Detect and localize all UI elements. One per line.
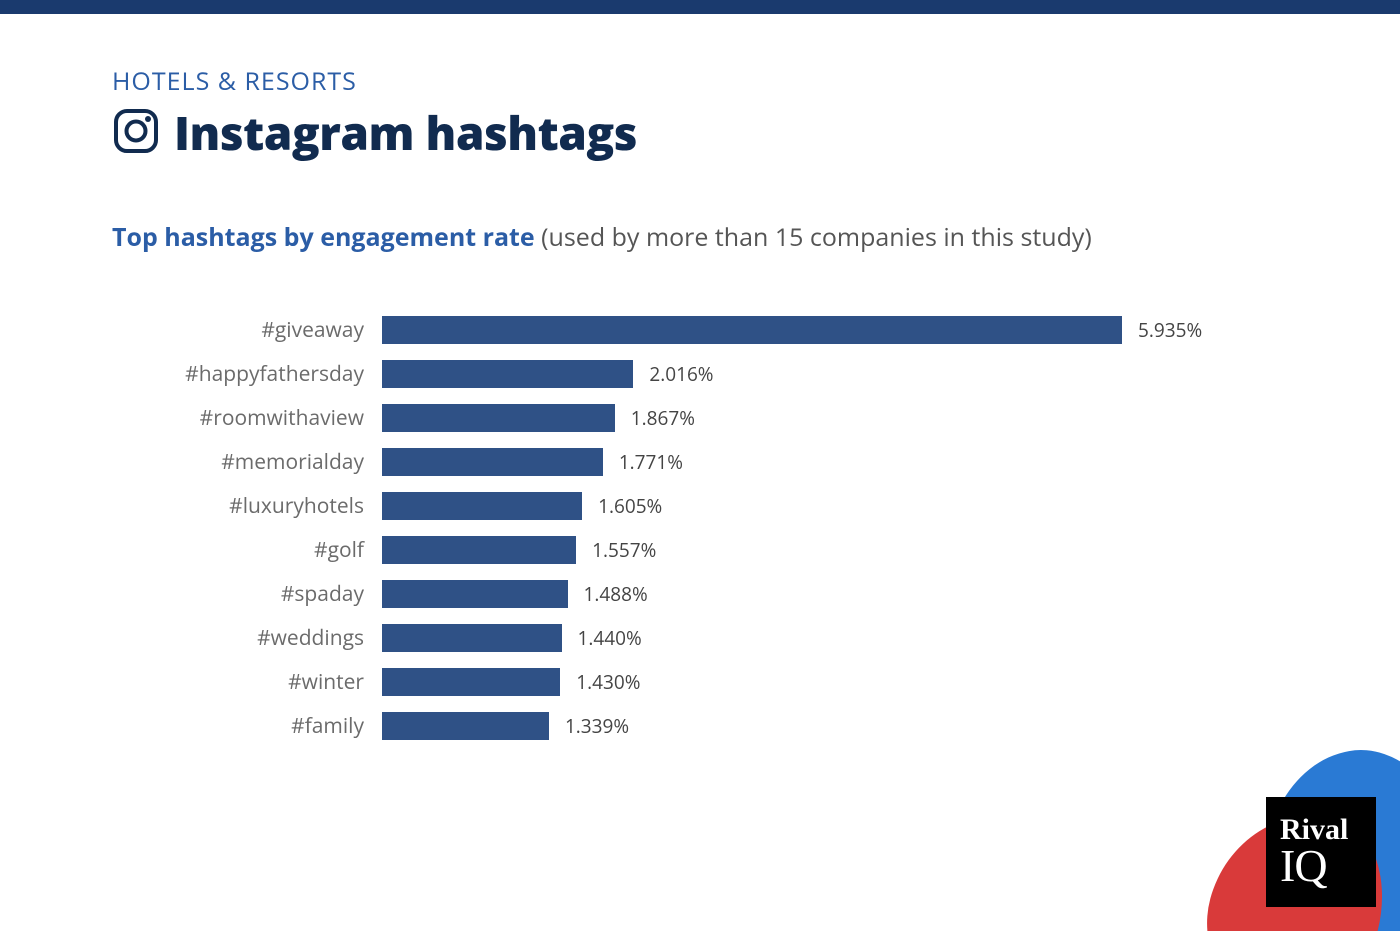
instagram-icon — [112, 107, 160, 160]
bar-value: 2.016% — [649, 361, 713, 387]
brand-corner: Rival IQ — [1180, 731, 1400, 931]
bar-label: #luxuryhotels — [182, 492, 382, 520]
content-area: HOTELS & RESORTS Instagram hashtags Top … — [0, 14, 1400, 748]
chart-row: #giveaway 5.935% — [182, 308, 1300, 352]
bar-area: 1.605% — [382, 492, 1300, 520]
decorative-blob-red — [1187, 792, 1400, 931]
chart-row: #roomwithaview 1.867% — [182, 396, 1300, 440]
bar-area: 1.867% — [382, 404, 1300, 432]
bar — [382, 624, 562, 652]
subtitle-bold: Top hashtags by engagement rate — [112, 220, 535, 254]
page-title: Instagram hashtags — [174, 102, 637, 164]
bar-value: 1.339% — [565, 713, 629, 739]
bar-area: 2.016% — [382, 360, 1300, 388]
bar-label: #winter — [182, 668, 382, 696]
chart-row: #weddings 1.440% — [182, 616, 1300, 660]
logo-line-1: Rival — [1280, 815, 1376, 845]
rivaliq-logo: Rival IQ — [1266, 797, 1376, 907]
chart-subtitle: Top hashtags by engagement rate (used by… — [112, 220, 1300, 254]
bar-label: #family — [182, 712, 382, 740]
bar — [382, 580, 568, 608]
bar — [382, 668, 560, 696]
bar-area: 1.557% — [382, 536, 1300, 564]
bar — [382, 360, 633, 388]
bar-value: 1.605% — [598, 493, 662, 519]
category-label: HOTELS & RESORTS — [112, 64, 1300, 98]
decorative-blob-blue — [1241, 735, 1400, 931]
chart-row: #golf 1.557% — [182, 528, 1300, 572]
bar-label: #weddings — [182, 624, 382, 652]
top-accent-bar — [0, 0, 1400, 14]
chart-row: #winter 1.430% — [182, 660, 1300, 704]
chart-row: #spaday 1.488% — [182, 572, 1300, 616]
bar-area: 1.771% — [382, 448, 1300, 476]
bar — [382, 404, 615, 432]
bar — [382, 492, 582, 520]
bar-value: 1.488% — [584, 581, 648, 607]
bar — [382, 712, 549, 740]
subtitle-rest: (used by more than 15 companies in this … — [535, 220, 1092, 254]
bar-label: #spaday — [182, 580, 382, 608]
bar-value: 1.771% — [619, 449, 683, 475]
bar-value: 1.557% — [592, 537, 656, 563]
bar-label: #giveaway — [182, 316, 382, 344]
bar-area: 1.488% — [382, 580, 1300, 608]
hashtag-bar-chart: #giveaway 5.935% #happyfathersday 2.016% #ro… — [182, 308, 1300, 748]
bar-label: #roomwithaview — [182, 404, 382, 432]
logo-line-2: IQ — [1280, 843, 1376, 889]
bar-label: #golf — [182, 536, 382, 564]
bar-area: 1.440% — [382, 624, 1300, 652]
bar-label: #memorialday — [182, 448, 382, 476]
bar — [382, 536, 576, 564]
bar-value: 1.440% — [578, 625, 642, 651]
bar-value: 1.430% — [576, 669, 640, 695]
chart-row: #luxuryhotels 1.605% — [182, 484, 1300, 528]
bar-value: 1.867% — [631, 405, 695, 431]
bar-area: 1.430% — [382, 668, 1300, 696]
chart-row: #memorialday 1.771% — [182, 440, 1300, 484]
bar-value: 5.935% — [1138, 317, 1202, 343]
bar — [382, 316, 1122, 344]
title-row: Instagram hashtags — [112, 102, 1300, 164]
chart-row: #happyfathersday 2.016% — [182, 352, 1300, 396]
chart-row: #family 1.339% — [182, 704, 1300, 748]
bar-label: #happyfathersday — [182, 360, 382, 388]
bar-area: 5.935% — [382, 316, 1300, 344]
bar — [382, 448, 603, 476]
bar-area: 1.339% — [382, 712, 1300, 740]
